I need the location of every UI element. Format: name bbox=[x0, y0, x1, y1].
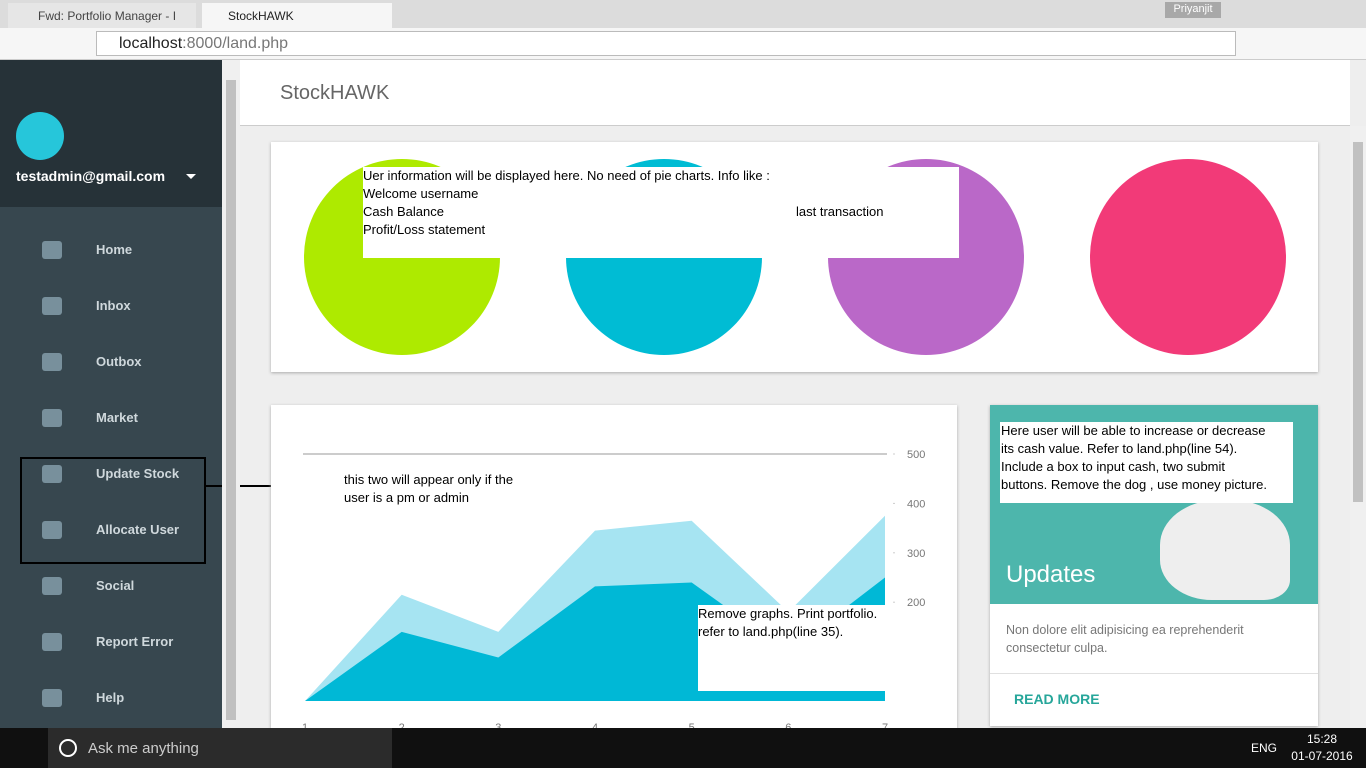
tab[interactable]: StockHAWK bbox=[202, 3, 392, 28]
nav-label: Outbox bbox=[96, 354, 142, 369]
x-tick-label: 4 bbox=[592, 722, 598, 728]
tab[interactable]: Fwd: Portfolio Manager - I bbox=[8, 3, 196, 28]
annotation-line bbox=[205, 485, 328, 487]
note-line: buttons. Remove the dog , use money pict… bbox=[1001, 477, 1267, 492]
y-tick-label: 300 bbox=[907, 548, 925, 560]
annotation-box bbox=[20, 457, 206, 564]
y-tick-label: 400 bbox=[907, 498, 925, 510]
note-line: refer to land.php(line 35). bbox=[698, 624, 844, 639]
tab-bar: Fwd: Portfolio Manager - I StockHAWK Pri… bbox=[0, 0, 1366, 28]
user-info-note: Uer information will be displayed here. … bbox=[363, 167, 959, 258]
note-line: Here user will be able to increase or de… bbox=[1001, 423, 1266, 438]
url-host: localhost bbox=[119, 35, 183, 52]
search-box[interactable]: Ask me anything bbox=[48, 728, 392, 768]
nav-item[interactable]: Inbox bbox=[0, 279, 222, 335]
clock-date[interactable]: 01-07-2016 bbox=[1291, 749, 1353, 763]
nav-item[interactable]: Market bbox=[0, 391, 222, 447]
x-tick-label: 1 bbox=[302, 722, 308, 728]
tab-title: StockHAWK bbox=[228, 9, 294, 23]
x-tick-label: 7 bbox=[882, 722, 888, 728]
app-title: StockHAWK bbox=[280, 82, 390, 104]
nav-label: Help bbox=[96, 690, 125, 705]
nav-label: Allocate User bbox=[96, 522, 180, 537]
nav-icon bbox=[42, 297, 62, 315]
dog-picture bbox=[1160, 500, 1290, 600]
tab-title: Fwd: Portfolio Manager - I bbox=[38, 9, 177, 23]
toolbar: localhost:8000/land.php bbox=[0, 28, 1366, 60]
card-body: Non dolore elit adipisicing ea reprehend… bbox=[1006, 623, 1244, 655]
nav-label: Home bbox=[96, 242, 133, 257]
search-placeholder: Ask me anything bbox=[88, 740, 199, 757]
nav-label: Update Stock bbox=[96, 466, 180, 481]
x-tick-label: 6 bbox=[785, 722, 791, 728]
address-bar[interactable]: localhost:8000/land.php bbox=[96, 31, 1236, 56]
nav-item[interactable]: Home bbox=[0, 223, 222, 279]
nav-label: Report Error bbox=[96, 634, 174, 649]
nav-item[interactable]: Report Error bbox=[0, 615, 222, 671]
updates-note: Here user will be able to increase or de… bbox=[1000, 422, 1293, 503]
note-line: Profit/Loss statement bbox=[363, 222, 486, 237]
card-title: Updates bbox=[1006, 561, 1096, 588]
nav-label: Market bbox=[96, 410, 138, 425]
nav-icon bbox=[42, 521, 62, 539]
x-tick-label: 2 bbox=[399, 722, 405, 728]
nav-item[interactable]: Help bbox=[0, 671, 222, 727]
x-tick-label: 5 bbox=[689, 722, 695, 728]
nav-item[interactable]: Social bbox=[0, 559, 222, 615]
note-line: Uer information will be displayed here. … bbox=[363, 168, 770, 183]
sidebar: testadmin@gmail.com Home Inbox Outbox Marke… bbox=[0, 60, 222, 728]
dropdown-arrow[interactable] bbox=[186, 174, 196, 179]
note-aside: last transaction bbox=[796, 204, 884, 219]
note-line: this two will appear only if the bbox=[344, 472, 514, 487]
avatar bbox=[16, 112, 64, 160]
nav-item[interactable]: Outbox bbox=[0, 335, 222, 391]
nav-label: Social bbox=[96, 578, 135, 593]
note-line: Remove graphs. Print portfolio. bbox=[698, 606, 878, 621]
y-tick-label: 200 bbox=[907, 597, 925, 609]
user-email: testadmin@gmail.com bbox=[16, 168, 166, 184]
note-line: Welcome username bbox=[363, 186, 479, 201]
language[interactable]: ENG bbox=[1251, 741, 1278, 755]
updates-card: Updates Here user will be able to increa… bbox=[990, 405, 1318, 726]
nav-item[interactable]: Update Stock bbox=[0, 447, 222, 503]
profile-name[interactable]: Priyanjit bbox=[1165, 2, 1221, 18]
note-line: Cash Balance bbox=[363, 204, 444, 219]
sidebar-header: testadmin@gmail.com bbox=[0, 60, 222, 207]
nav-icon bbox=[42, 577, 62, 595]
role-note: this two will appear only if the user is… bbox=[344, 471, 514, 507]
nav-item[interactable]: Allocate User bbox=[0, 503, 222, 559]
note-line: Include a box to input cash, two submit bbox=[1001, 459, 1226, 474]
nav-icon bbox=[42, 353, 62, 371]
nav-icon bbox=[42, 465, 62, 483]
note-line: its cash value. Refer to land.php(line 5… bbox=[1001, 441, 1238, 456]
app-header: StockHAWK bbox=[240, 60, 1350, 126]
y-tick-label: 500 bbox=[907, 449, 925, 461]
card: Uer information will be displayed here. … bbox=[271, 142, 1318, 372]
portfolio-note: Remove graphs. Print portfolio. refer to… bbox=[698, 605, 898, 691]
nav-icon bbox=[42, 241, 62, 259]
clock-time[interactable]: 15:28 bbox=[1306, 732, 1338, 746]
nav-icon bbox=[42, 689, 62, 707]
scrollbar bbox=[1350, 126, 1366, 728]
taskbar: Ask me anything ENG 15:28 01-07-2016 bbox=[0, 728, 1366, 768]
url-path: :8000/land.php bbox=[182, 35, 289, 52]
chart-card: 200 300 400 500 1 2 3 4 5 6 7 this two will appear… bbox=[271, 405, 957, 728]
nav-icon bbox=[42, 409, 62, 427]
scrollbar bbox=[222, 60, 240, 728]
nav-icon bbox=[42, 633, 62, 651]
circle bbox=[1090, 159, 1286, 355]
nav-label: Inbox bbox=[96, 298, 131, 313]
read-more-button[interactable]: READ MORE bbox=[1014, 691, 1100, 707]
note-line: user is a pm or admin bbox=[344, 490, 469, 505]
x-tick-label: 3 bbox=[495, 722, 501, 728]
